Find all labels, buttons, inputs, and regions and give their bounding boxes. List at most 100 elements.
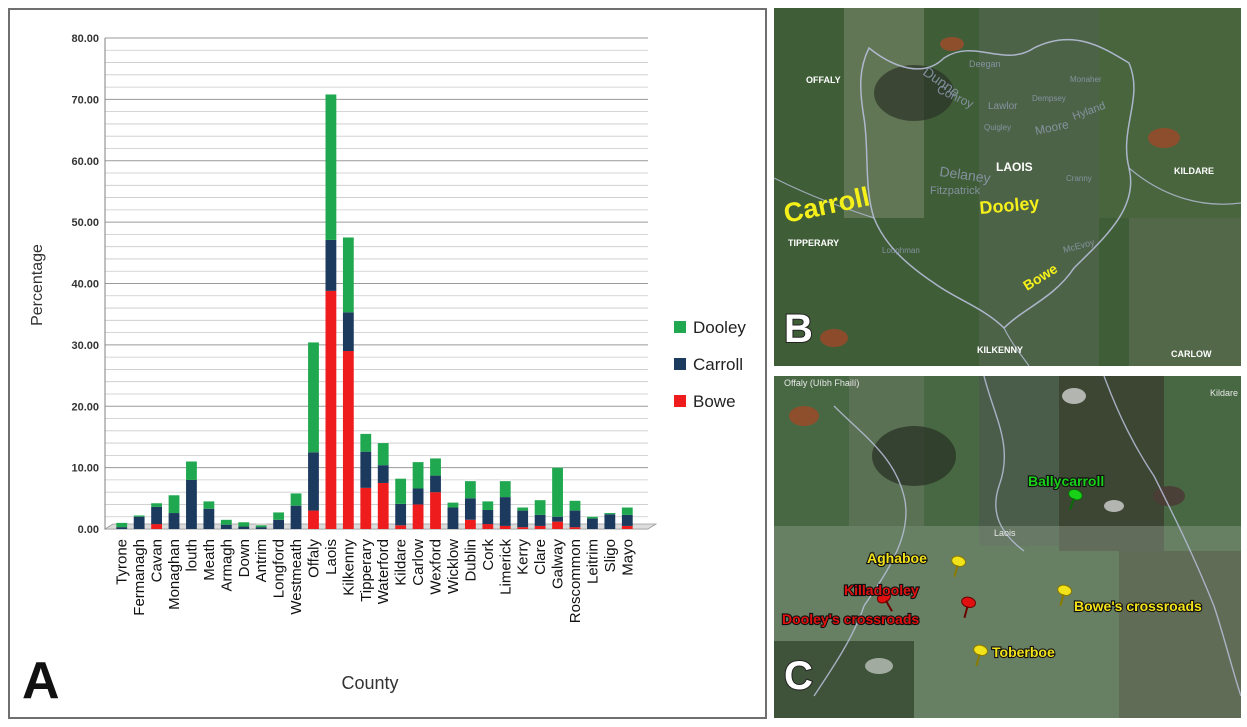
bar-segment-carroll (186, 479, 197, 529)
bar-segment-carroll (133, 516, 145, 529)
panel-b-map: Dunne Conroy Deegan Lawlor Dempsey Monah… (774, 8, 1241, 366)
bar-segment-carroll (255, 527, 267, 529)
bar-segment-dooley (116, 522, 128, 528)
bar-segment-bowe (360, 487, 372, 529)
bar-top-highlight (517, 504, 529, 508)
faint-name-loughman: Loughman (882, 246, 920, 255)
x-tick-label: Wexford (428, 539, 445, 595)
bar-segment-dooley (395, 478, 407, 504)
chart-bars (116, 91, 633, 529)
x-tick-label: Laois (323, 539, 340, 575)
y-tick-label: 20.00 (71, 401, 99, 413)
bar-segment-carroll (621, 514, 633, 526)
y-axis-title: Percentage (29, 244, 46, 326)
chart-gridlines (105, 37, 648, 530)
bar-segment-dooley (447, 502, 459, 508)
bar-segment-dooley (412, 462, 424, 489)
pin-killadooley (876, 591, 893, 612)
bar-segment-carroll (220, 524, 232, 529)
bar-segment-bowe (395, 525, 407, 529)
pin-toberboe (973, 644, 988, 667)
bar-segment-bowe (151, 524, 162, 529)
panel-letter-a: A (22, 652, 60, 710)
x-tick-label: Tipperary (358, 539, 375, 602)
faint-name-quigley: Quigley (984, 123, 1011, 132)
bar-segment-carroll (116, 527, 128, 529)
x-tick-label: Longford (271, 539, 288, 598)
x-tick-label: Westmeath (288, 539, 305, 615)
x-tick-label: Cavan (149, 539, 166, 582)
bar-segment-dooley (587, 516, 598, 519)
faint-name-lawlor: Lawlor (988, 101, 1018, 112)
bar-top-highlight (587, 513, 598, 517)
bar-segment-carroll (499, 497, 511, 526)
bar-segment-dooley (133, 515, 145, 517)
bar-segment-dooley (604, 513, 616, 515)
x-tick-label: Tyrone (114, 539, 131, 585)
x-tick-label: Dublin (462, 539, 479, 582)
pin-dooleys-crossroads (961, 596, 976, 619)
faint-name-monaher: Monaher (1070, 75, 1102, 84)
bar-segment-carroll (534, 514, 546, 526)
bar-top-highlight (255, 522, 267, 526)
place-label-toberboe: Toberboe (992, 644, 1055, 660)
bar-segment-carroll (290, 505, 302, 529)
faint-name-moore: Moore (1034, 117, 1071, 138)
bar-segment-dooley (290, 493, 302, 506)
bar-top-highlight (168, 492, 180, 496)
bar-segment-dooley (238, 522, 250, 527)
pin-ballycarroll (1068, 488, 1083, 510)
legend-swatch-dooley (674, 321, 686, 333)
bar-segment-bowe (342, 351, 354, 529)
bar-segment-dooley (482, 501, 494, 510)
bar-segment-carroll (482, 509, 494, 525)
bar-top-highlight (325, 91, 337, 95)
x-tick-label: Kilkenny (340, 539, 357, 596)
bar-segment-dooley (552, 467, 563, 517)
x-tick-label: Clare (532, 539, 549, 575)
bar-top-highlight (377, 440, 389, 444)
legend-label-bowe: Bowe (693, 392, 736, 411)
county-label-kildare: KILDARE (1174, 166, 1214, 176)
panel-letter-b: B (784, 307, 813, 351)
bar-segment-dooley (377, 443, 389, 466)
bar-segment-carroll (569, 510, 581, 528)
x-tick-label: Mayo (619, 539, 636, 576)
bar-segment-dooley (569, 500, 581, 511)
x-tick-label: Sligo (602, 539, 619, 572)
bar-segment-carroll (203, 508, 215, 529)
bar-segment-bowe (377, 482, 389, 529)
x-tick-label: Offaly (305, 539, 322, 578)
bar-segment-carroll (342, 312, 354, 352)
x-tick-label: louth (183, 539, 200, 572)
county-label-kilkenny: KILKENNY (977, 345, 1023, 355)
bar-top-highlight (238, 519, 250, 523)
bar-segment-carroll (273, 519, 285, 529)
y-tick-label: 40.00 (71, 279, 99, 291)
bar-segment-bowe (517, 527, 529, 529)
bar-segment-carroll (552, 516, 563, 522)
county-label-carlow: CARLOW (1171, 349, 1212, 359)
bar-top-highlight (116, 519, 128, 523)
faint-name-deegan: Deegan (969, 59, 1001, 69)
bar-top-highlight (534, 497, 546, 501)
county-label-tipperary: TIPPERARY (788, 238, 839, 248)
bar-segment-dooley (255, 525, 267, 528)
panel-a: 0.00 10.00 20.00 30.00 40.00 50.00 60.00 70.00 8… (8, 8, 767, 719)
x-tick-label: Kildare (393, 539, 410, 586)
x-tick-label: Cork (480, 539, 497, 571)
x-tick-label: Antrim (253, 539, 270, 582)
region-label-kildare: Kildare (1210, 388, 1238, 398)
bar-segment-bowe (552, 521, 563, 529)
x-tick-label: Roscommon (567, 539, 584, 623)
bar-segment-dooley (186, 461, 197, 480)
bar-top-highlight (464, 478, 476, 482)
chart-legend: Dooley Carroll Bowe (674, 318, 746, 411)
bar-segment-carroll (238, 526, 250, 529)
x-tick-label: Down (236, 539, 253, 577)
county-label-offaly: OFFALY (806, 75, 841, 85)
bar-top-highlight (447, 499, 459, 503)
bar-top-highlight (151, 500, 162, 504)
bar-top-highlight (604, 510, 616, 514)
bar-segment-carroll (308, 452, 319, 511)
